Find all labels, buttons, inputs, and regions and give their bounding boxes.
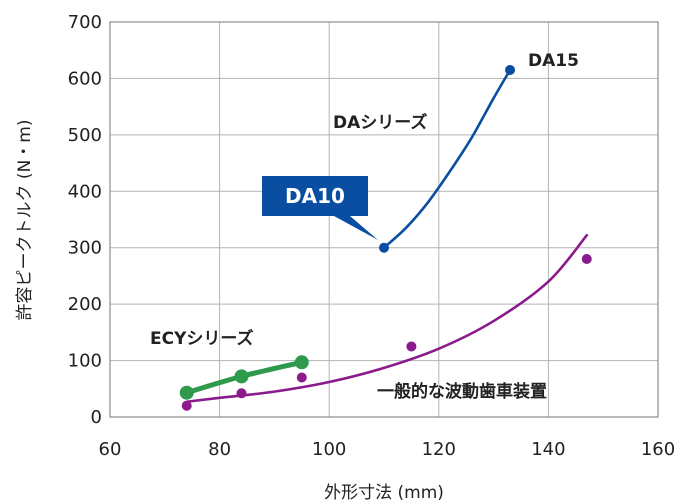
data-point: [236, 388, 247, 399]
y-tick-label: 600: [68, 68, 102, 89]
y-tick-label: 400: [68, 181, 102, 202]
ecy-series-label: ECYシリーズ: [150, 328, 254, 349]
data-point: [179, 385, 194, 400]
series-markers: [179, 64, 592, 411]
y-tick-label: 0: [91, 407, 102, 428]
data-point: [505, 64, 516, 75]
x-tick-label: 120: [422, 439, 456, 460]
data-point: [296, 372, 307, 383]
da15-label: DA15: [528, 51, 579, 71]
plot-frame: [109, 21, 659, 418]
x-tick-label: 100: [312, 439, 346, 460]
x-tick-labels: 60 80 100 120 140 160: [99, 439, 676, 460]
da10-callout-box: [262, 176, 378, 240]
da10-label: DA10: [285, 184, 345, 208]
x-tick-label: 140: [531, 439, 565, 460]
x-axis-label: 外形寸法 (mm): [324, 483, 444, 503]
y-tick-label: 500: [68, 125, 102, 146]
y-tick-label: 200: [68, 294, 102, 315]
general-gear-label: 一般的な波動歯車装置: [377, 381, 547, 402]
y-tick-label: 300: [68, 238, 102, 259]
series-line: [382, 68, 512, 250]
data-point: [181, 400, 192, 411]
y-tick-labels: 0 100 200 300 400 500 600 700: [68, 12, 102, 428]
data-point: [406, 341, 417, 352]
data-point: [581, 254, 592, 264]
y-tick-label: 700: [68, 12, 102, 33]
y-axis-label: 許容ピークトルク (N・m): [15, 120, 35, 321]
data-point: [379, 242, 389, 253]
x-tick-label: 60: [99, 439, 122, 460]
x-tick-label: 160: [641, 439, 675, 460]
da-series-label: DAシリーズ: [333, 112, 427, 133]
x-tick-label: 80: [208, 439, 231, 460]
data-point: [234, 369, 249, 384]
data-point: [294, 355, 309, 370]
da10-callout: DA10: [262, 176, 378, 240]
series-line: [185, 234, 589, 404]
y-tick-label: 100: [68, 351, 102, 372]
